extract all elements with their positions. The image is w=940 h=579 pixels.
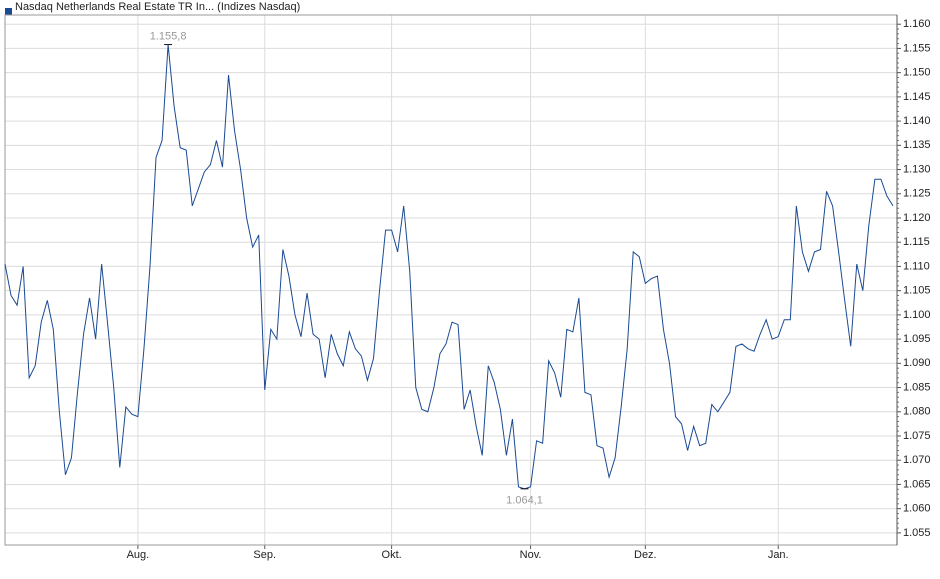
y-tick-label: 1.120 [903, 212, 931, 224]
x-tick-label: Dez. [634, 549, 657, 561]
y-tick-label: 1.150 [903, 67, 931, 79]
y-tick-label: 1.115 [903, 236, 930, 248]
y-tick-label: 1.130 [903, 163, 931, 175]
x-tick-label: Jan. [768, 549, 789, 561]
y-tick-label: 1.140 [903, 115, 931, 127]
value-label: 1.064,1 [506, 495, 543, 507]
y-tick-label: 1.055 [903, 527, 931, 539]
y-tick-label: 1.060 [903, 503, 931, 515]
y-tick-label: 1.160 [903, 18, 931, 30]
x-tick-label: Nov. [520, 549, 542, 561]
value-label: 1.155,8 [150, 30, 187, 42]
y-tick-label: 1.065 [903, 478, 931, 490]
y-tick-label: 1.085 [903, 381, 931, 393]
y-tick-label: 1.100 [903, 309, 931, 321]
y-tick-label: 1.125 [903, 188, 931, 200]
y-tick-label: 1.155 [903, 42, 931, 54]
y-tick-label: 1.080 [903, 406, 931, 418]
legend-swatch [5, 8, 12, 15]
x-tick-label: Okt. [382, 549, 402, 561]
y-tick-label: 1.090 [903, 357, 931, 369]
x-tick-label: Aug. [127, 549, 150, 561]
y-tick-label: 1.145 [903, 91, 931, 103]
y-tick-label: 1.095 [903, 333, 931, 345]
y-tick-label: 1.070 [903, 454, 931, 466]
x-tick-label: Sep. [253, 549, 276, 561]
plot-frame [4, 14, 898, 546]
y-tick-label: 1.135 [903, 139, 931, 151]
series-line [4, 44, 894, 490]
y-tick-label: 1.110 [903, 260, 930, 272]
y-tick-label: 1.075 [903, 430, 931, 442]
y-tick-label: 1.105 [903, 285, 931, 297]
legend-label: Nasdaq Netherlands Real Estate TR In... … [15, 1, 300, 13]
